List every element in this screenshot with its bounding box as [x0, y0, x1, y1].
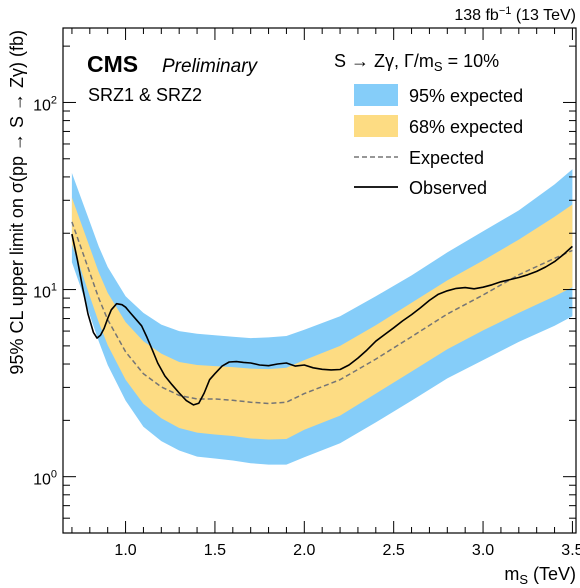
x-tick-label: 3.5	[561, 542, 580, 559]
y-tick-label: 100	[33, 469, 57, 489]
region-label: SRZ1 & SRZ2	[88, 85, 202, 105]
luminosity-label: 138 fb−1 (13 TeV)	[454, 5, 576, 24]
x-tick-label: 2.5	[383, 542, 405, 559]
x-tick-label: 1.0	[114, 542, 136, 559]
observed-line	[71, 233, 573, 406]
plot-frame	[62, 27, 577, 534]
x-tick-label: 2.0	[293, 542, 315, 559]
x-tick-label: 3.0	[472, 542, 494, 559]
model-label: S → Zγ, Γ/mS = 10%	[334, 51, 499, 74]
x-axis-label: mS (TeV)	[504, 564, 576, 587]
legend-swatch-68	[354, 115, 398, 137]
preliminary-label: Preliminary	[162, 56, 259, 77]
legend-swatch-95	[354, 84, 398, 106]
plot-area	[71, 169, 573, 465]
legend: 95% expected 68% expected Expected Obser…	[354, 84, 523, 198]
legend-label-expected: Expected	[409, 148, 484, 168]
y-axis-label: 95% CL upper limit on σ(pp → S → Zγ) (fb…	[7, 30, 27, 375]
legend-label-68: 68% expected	[409, 117, 523, 137]
legend-label-observed: Observed	[409, 178, 487, 198]
cms-label: CMS	[87, 51, 138, 77]
y-tick-label: 101	[33, 282, 57, 302]
expected-line	[71, 221, 573, 405]
band-68-expected	[71, 197, 573, 440]
y-tick-label: 102	[33, 94, 57, 114]
legend-label-95: 95% expected	[409, 86, 523, 106]
axis-ticks: 1.0 1.5 2.0 2.5 3.0 3.5 100 101 102	[33, 28, 580, 559]
x-tick-label: 1.5	[204, 542, 226, 559]
